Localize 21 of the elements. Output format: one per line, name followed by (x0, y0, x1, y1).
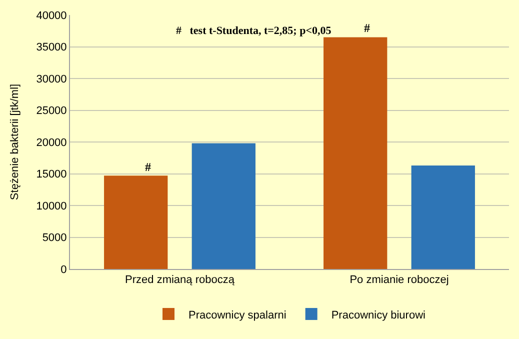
y-tick-label: 20000 (36, 136, 67, 149)
bar (411, 166, 475, 269)
legend-label: Pracownicy biurowi (331, 309, 426, 322)
y-tick-label: 0 (60, 264, 67, 276)
y-tick-label: 40000 (36, 10, 67, 22)
annotation: # (145, 160, 151, 174)
annotation: # test t-Studenta, t=2,85; p<0,05 (176, 25, 332, 37)
bar (192, 143, 256, 269)
y-tick-label: 10000 (36, 200, 67, 212)
y-tick-label: 35000 (36, 42, 67, 54)
y-tick-label: 25000 (36, 105, 67, 118)
bar (104, 176, 168, 269)
x-tick-label: Przed zmianą roboczą (125, 274, 236, 286)
bar (324, 37, 388, 269)
x-tick-label: Po zmianie roboczej (350, 274, 449, 286)
y-axis-title: Stężenie bakterii [jtk/ml] (8, 84, 21, 200)
legend-label: Pracownicy spalarni (188, 309, 286, 322)
y-tick-label: 30000 (36, 73, 67, 86)
y-tick-label: 15000 (36, 168, 67, 181)
y-tick-label: 5000 (42, 232, 67, 244)
annotation: # (364, 21, 370, 35)
